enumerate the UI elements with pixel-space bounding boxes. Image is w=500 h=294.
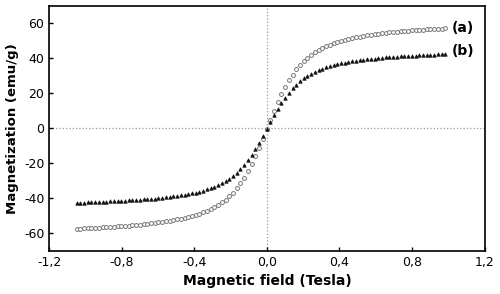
Y-axis label: Magnetization (emu/g): Magnetization (emu/g) <box>6 43 18 214</box>
Text: (a): (a) <box>452 21 474 35</box>
Text: (b): (b) <box>452 44 474 58</box>
X-axis label: Magnetic field (Tesla): Magnetic field (Tesla) <box>182 274 352 288</box>
